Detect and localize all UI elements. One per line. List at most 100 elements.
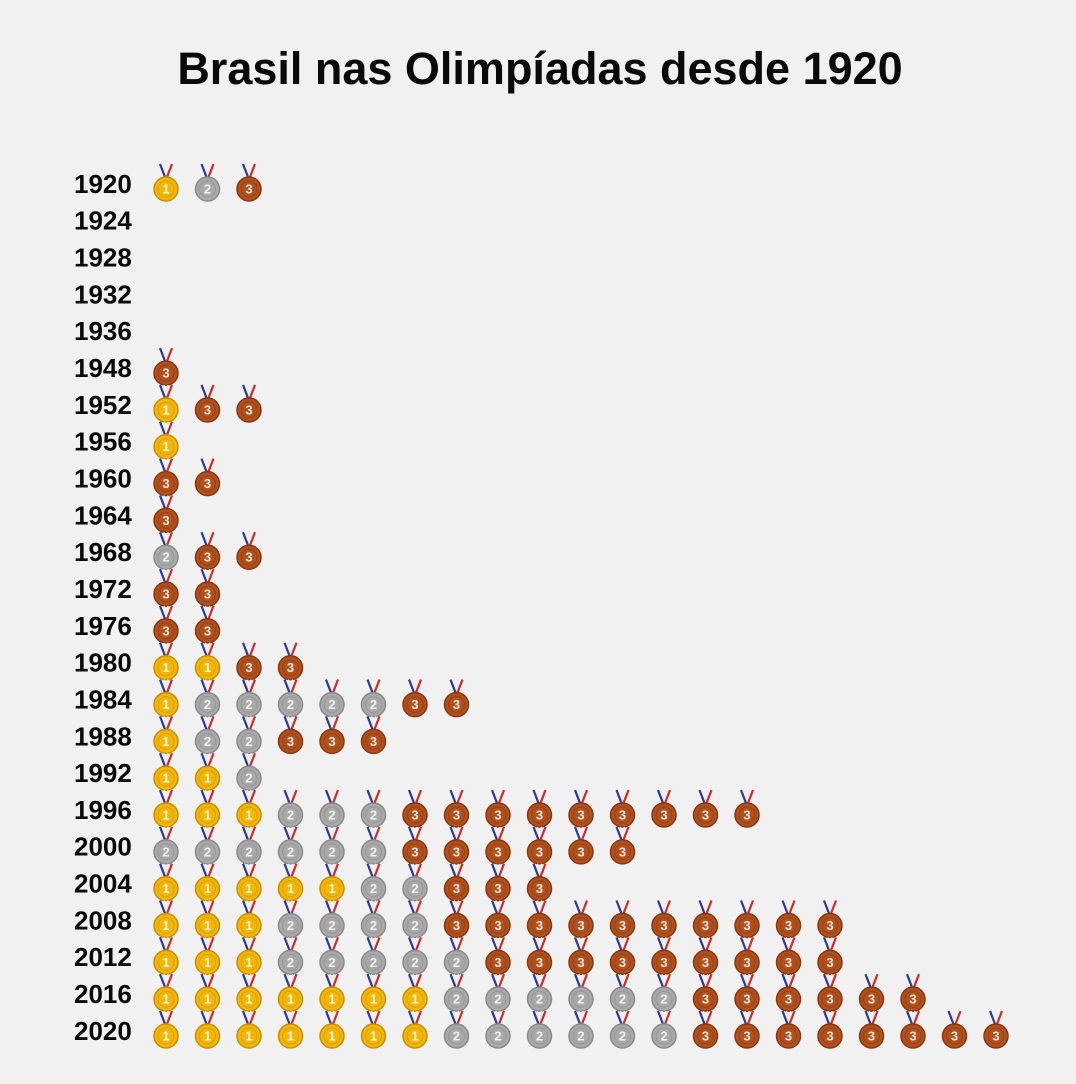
medal-inner	[531, 953, 548, 971]
medal-digit: 3	[619, 955, 626, 970]
medal-inner	[531, 990, 548, 1008]
ribbon	[705, 1010, 713, 1025]
medal: 1	[402, 1010, 428, 1049]
medal-inner	[157, 732, 175, 750]
medal-inner	[614, 917, 631, 935]
medal: 2	[153, 531, 179, 571]
ribbon	[615, 973, 623, 988]
medal-digit: 3	[785, 1028, 792, 1043]
medal-inner	[199, 769, 216, 787]
medal-digit: 3	[743, 1028, 750, 1043]
ribbon	[456, 1010, 464, 1025]
medal-inner	[406, 696, 424, 714]
medal-digit: 2	[577, 992, 584, 1007]
ribbon	[204, 937, 211, 948]
medal: 1	[360, 1010, 387, 1049]
medal: 3	[236, 384, 262, 423]
ribbon	[622, 826, 630, 841]
ribbon	[739, 900, 748, 914]
ribbon	[163, 605, 169, 617]
ribbon	[287, 863, 294, 874]
ribbon	[414, 863, 423, 878]
ribbon	[449, 826, 457, 841]
ribbon	[163, 568, 169, 580]
ribbon	[283, 789, 291, 804]
medal: 3	[609, 826, 636, 865]
medal: 3	[153, 605, 179, 644]
ribbon	[331, 1010, 340, 1025]
ribbon	[373, 936, 381, 951]
medal: 2	[651, 973, 677, 1012]
medal: 3	[443, 679, 470, 718]
medal: 3	[443, 826, 470, 865]
medal: 1	[236, 1010, 262, 1049]
ribbon	[241, 163, 250, 178]
medal: 3	[443, 863, 470, 902]
ribbon	[207, 715, 215, 730]
ribbon	[578, 974, 584, 985]
medal-inner	[199, 917, 216, 935]
ribbon	[539, 826, 547, 841]
ribbon	[290, 679, 298, 693]
medal-inner	[323, 806, 341, 824]
medal: 3	[319, 715, 345, 755]
ribbon	[248, 1010, 257, 1025]
medal: 3	[609, 900, 636, 939]
medal-digit: 2	[287, 807, 294, 822]
medal: 2	[568, 973, 594, 1012]
medal-inner	[489, 1027, 507, 1045]
medal-inner	[157, 511, 175, 529]
medal-digit: 3	[204, 402, 211, 417]
medal-inner	[240, 180, 258, 198]
ribbon	[248, 863, 257, 878]
medal: 3	[692, 900, 719, 939]
medal-inner	[489, 990, 507, 1008]
ribbon	[158, 568, 167, 583]
ribbon	[207, 826, 215, 841]
ribbon	[744, 974, 750, 985]
medal-digit: 2	[245, 734, 252, 749]
year-label: 2012	[74, 942, 132, 972]
ribbon	[622, 973, 630, 988]
ribbon	[290, 826, 298, 841]
medal-digit: 1	[287, 1028, 294, 1043]
medal: 3	[443, 789, 470, 828]
ribbon	[497, 973, 506, 988]
medal-digit: 2	[370, 918, 377, 933]
medal-digit: 1	[162, 439, 169, 454]
ribbon	[573, 789, 582, 804]
ribbon	[370, 789, 377, 801]
ribbon	[456, 679, 464, 693]
medal-inner	[199, 622, 216, 640]
ribbon	[248, 679, 257, 693]
medal-inner	[572, 806, 590, 824]
medal: 3	[900, 1010, 926, 1049]
ribbon	[163, 384, 169, 396]
ribbon	[287, 679, 294, 690]
medal-digit: 1	[287, 881, 294, 896]
ribbon	[578, 789, 584, 801]
medal-digit: 2	[660, 992, 667, 1007]
medal-inner	[157, 585, 175, 603]
ribbon	[663, 789, 672, 804]
ribbon	[453, 974, 460, 985]
medal-inner	[738, 1027, 756, 1045]
ribbon	[165, 642, 174, 657]
medal-inner	[323, 843, 341, 861]
ribbon	[456, 900, 464, 914]
medal-inner	[780, 990, 797, 1008]
ribbon	[200, 1010, 208, 1025]
ribbon	[619, 900, 626, 911]
ribbon	[204, 753, 211, 764]
ribbon	[370, 1010, 377, 1022]
ribbon	[407, 863, 416, 878]
ribbon	[449, 789, 457, 804]
medal: 1	[236, 900, 262, 939]
medal-inner	[904, 990, 922, 1008]
ribbon	[331, 826, 340, 841]
medal-inner	[614, 953, 631, 971]
ribbon	[204, 863, 211, 874]
ribbon	[532, 826, 540, 841]
medal: 3	[194, 458, 221, 497]
ribbon	[910, 974, 916, 985]
